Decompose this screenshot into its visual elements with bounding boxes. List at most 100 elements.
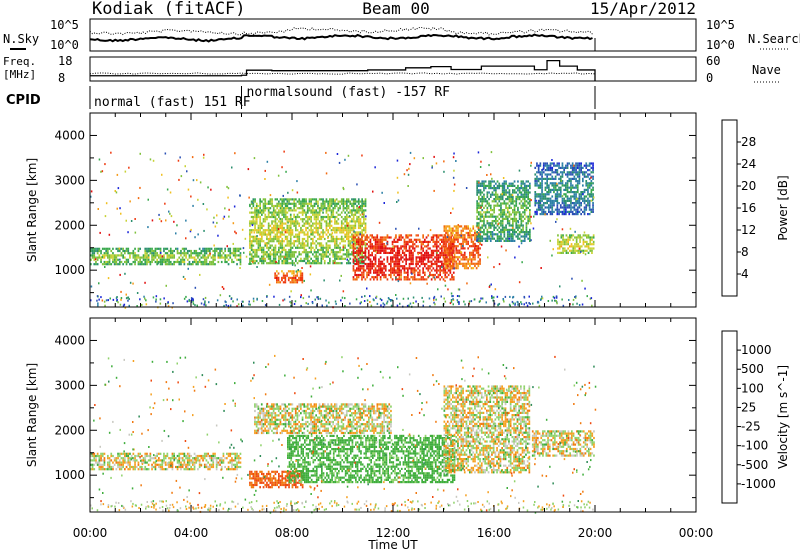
data-cell [450,258,452,261]
data-cell [566,166,569,169]
data-cell [267,202,270,205]
data-cell [418,271,421,274]
data-cell [556,169,559,172]
data-cell [301,207,304,210]
data-cell [180,254,182,257]
data-cell [361,278,363,281]
data-cell [320,207,323,210]
data-cell [346,237,348,241]
data-cell [146,256,148,259]
data-cell [303,218,306,221]
data-cell [561,206,564,209]
data-cell [286,274,288,277]
data-cell [327,255,329,258]
speckle [234,230,236,233]
data-cell [546,186,548,189]
data-cell [391,243,394,246]
data-cell [548,169,550,172]
data-cell [452,247,455,250]
speckle [435,298,437,301]
speckle [277,228,280,230]
data-cell [544,164,547,167]
data-cell [276,253,278,256]
data-cell [329,257,331,260]
data-cell [291,209,294,212]
data-cell [386,240,389,243]
data-cell [539,164,542,167]
data-cell [327,251,329,254]
data-cell [289,215,292,219]
data-cell [286,272,288,275]
data-cell [269,235,272,238]
data-cell [579,238,581,241]
data-cell [250,242,253,245]
ground-speckle [556,302,558,305]
data-cell [352,245,355,248]
data-cell [361,229,363,232]
data-cell [455,256,458,259]
data-cell [317,257,319,260]
data-cell [352,207,355,210]
data-cell [558,247,561,250]
data-cell [376,278,379,281]
data-cell [479,215,482,218]
speckle [449,302,452,305]
data-cell [313,262,316,265]
scatter-region [249,198,367,265]
ground-speckle [122,304,125,307]
data-cell [410,258,413,261]
data-cell [592,202,594,205]
data-cell [498,237,501,240]
data-cell [395,271,397,274]
ground-speckle [576,302,578,305]
data-cell [122,256,124,259]
data-cell [354,224,357,227]
data-cell [592,193,594,196]
speckle [480,160,482,163]
speckle [178,178,180,181]
speckle [490,151,493,154]
data-cell [445,231,447,235]
ground-speckle [422,300,425,303]
data-cell [559,171,562,174]
data-cell [489,182,492,185]
data-cell [342,222,345,225]
data-cell [279,202,282,205]
data-cell [520,220,523,223]
data-cell [546,175,548,178]
data-cell [317,262,319,265]
data-cell [330,204,333,208]
data-cell [234,252,237,255]
data-cell [390,269,392,272]
data-cell [398,258,401,261]
data-cell [374,240,377,243]
data-cell [361,238,363,241]
data-cell [588,162,591,165]
data-cell [424,238,426,241]
data-cell [139,256,141,259]
data-cell [272,231,275,234]
data-cell [214,263,216,266]
data-cell [214,258,216,261]
data-cell [357,269,360,272]
speckle [527,201,529,204]
data-cell [264,202,267,205]
data-cell [344,207,346,210]
data-cell [149,260,152,264]
data-cell [549,188,552,191]
data-cell [108,247,111,250]
data-cell [352,204,355,208]
data-cell [318,233,321,236]
data-cell [407,278,409,281]
data-cell [523,237,526,240]
data-cell [576,208,579,211]
speckle [584,253,587,256]
data-cell [220,254,223,257]
data-cell [582,249,585,252]
data-cell [478,180,480,183]
data-cell [313,222,316,225]
data-cell [515,224,518,227]
data-cell [152,256,155,259]
data-cell [296,274,299,277]
data-cell [332,215,335,219]
